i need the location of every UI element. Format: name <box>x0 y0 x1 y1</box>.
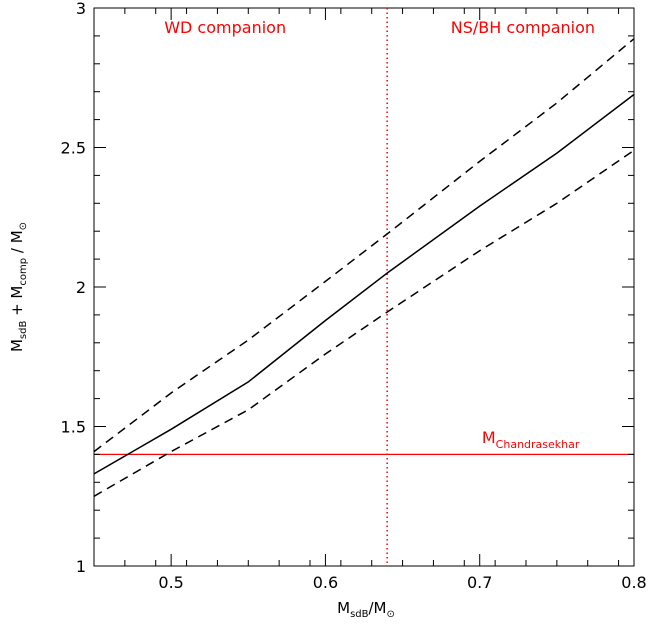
y-axis-label: MsdB + Mcomp / M⊙ <box>8 222 29 352</box>
y-tick-label: 1.5 <box>61 418 86 437</box>
chandrasekhar-sub: Chandrasekhar <box>496 438 580 451</box>
y-tick-label: 2.5 <box>61 139 86 158</box>
annotation-chandrasekhar: MChandrasekhar <box>482 428 580 451</box>
chandrasekhar-main: M <box>482 428 496 447</box>
plot-frame <box>93 7 635 567</box>
series-line-0 <box>93 93 635 475</box>
x-tick-label: 0.7 <box>467 573 492 592</box>
axis-ticks: 0.5 0.6 0.7 0.8 1 1.5 2 2.5 3 <box>61 0 647 592</box>
x-tick-label: 0.8 <box>621 573 646 592</box>
series-line-2 <box>93 149 635 497</box>
x-tick-label: 0.6 <box>313 573 338 592</box>
y-tick-label: 2 <box>76 278 86 297</box>
y-tick-label: 1 <box>76 557 86 576</box>
series-line-1 <box>93 38 635 453</box>
annotations: WD companion NS/BH companion MChandrasek… <box>164 18 595 451</box>
annotation-ns-bh-companion: NS/BH companion <box>451 18 595 37</box>
y-tick-label: 3 <box>76 0 86 18</box>
x-tick-label: 0.5 <box>158 573 183 592</box>
plot-area <box>93 7 635 567</box>
x-axis-label: MsdB/M⊙ <box>337 599 395 620</box>
annotation-wd-companion: WD companion <box>164 18 286 37</box>
